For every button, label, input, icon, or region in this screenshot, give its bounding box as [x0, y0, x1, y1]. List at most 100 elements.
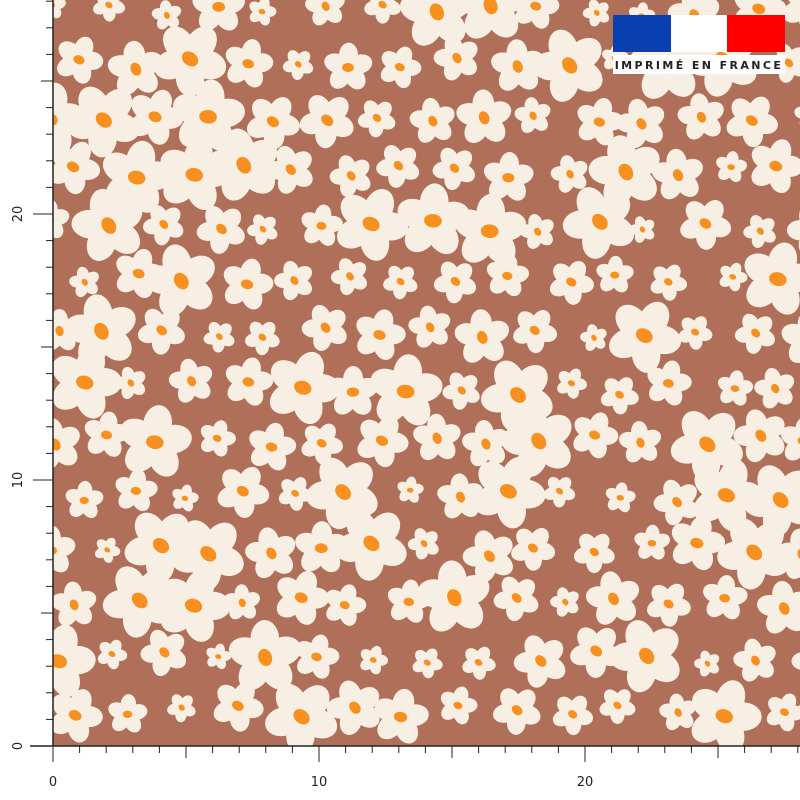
- petal: [587, 324, 598, 339]
- petal: [0, 333, 2, 361]
- flower: [356, 309, 406, 361]
- flower: [192, 0, 245, 31]
- flower-center: [285, 164, 296, 176]
- petal: [0, 540, 2, 564]
- flower-center: [73, 55, 85, 65]
- flower-center: [18, 59, 31, 72]
- flower-center: [567, 380, 576, 387]
- ruler-label: 10: [311, 775, 328, 790]
- flower-center: [181, 495, 189, 501]
- flower: [153, 26, 227, 97]
- flower: [399, 0, 472, 46]
- flower-center: [769, 272, 787, 287]
- flower: [408, 305, 451, 348]
- flower-center: [258, 333, 267, 341]
- flower-center: [163, 11, 170, 19]
- flower-center: [699, 218, 712, 229]
- flower: [53, 581, 97, 626]
- flower-center: [212, 434, 222, 442]
- flower: [511, 527, 556, 571]
- flower: [249, 0, 277, 26]
- flower: [693, 459, 764, 532]
- flower-center: [457, 386, 466, 395]
- flower-center: [258, 8, 266, 15]
- flower-center: [0, 116, 3, 132]
- flower-center: [240, 279, 254, 290]
- flower: [376, 145, 420, 188]
- flower-center: [511, 705, 523, 716]
- flower: [432, 147, 476, 191]
- flower: [324, 42, 373, 90]
- petal: [781, 323, 800, 346]
- petal: [0, 660, 9, 683]
- flower: [754, 367, 795, 409]
- petal: [121, 366, 135, 384]
- flower: [733, 638, 776, 682]
- petal: [53, 432, 56, 454]
- flower-center: [0, 329, 1, 343]
- flower-center: [181, 51, 199, 67]
- flower-center: [94, 322, 109, 340]
- petal: [0, 260, 29, 289]
- flower: [67, 86, 140, 158]
- petal: [253, 214, 266, 230]
- flower: [282, 50, 314, 81]
- flower-center: [294, 592, 308, 603]
- flower-center: [751, 328, 761, 338]
- flower: [678, 316, 713, 350]
- flower-center: [476, 330, 488, 344]
- petal: [0, 0, 13, 16]
- flower: [337, 188, 409, 261]
- petal: [0, 639, 8, 665]
- flower-center: [527, 543, 538, 553]
- flower-center: [474, 659, 483, 666]
- flower: [782, 0, 800, 33]
- flower: [357, 100, 396, 138]
- petal: [0, 524, 12, 556]
- flower-center: [593, 9, 600, 16]
- flower: [532, 29, 603, 102]
- flower-center: [662, 379, 674, 388]
- petal: [9, 88, 56, 132]
- petal: [250, 620, 280, 658]
- flower: [265, 683, 338, 746]
- flower-center: [778, 602, 790, 615]
- flower-center: [130, 62, 142, 76]
- badge: IMPRIMÉ EN FRANCE: [613, 15, 785, 74]
- petal: [276, 145, 297, 171]
- flower-center: [704, 660, 711, 667]
- flower: [65, 480, 104, 519]
- flower-center: [499, 484, 517, 499]
- petal: [560, 155, 576, 175]
- flower-center: [259, 225, 267, 233]
- flower-pattern: [0, 0, 800, 746]
- flower: [53, 418, 80, 470]
- flower: [743, 215, 776, 248]
- flower-center: [104, 547, 111, 553]
- flower-center: [562, 598, 569, 606]
- flower-center: [321, 1, 330, 12]
- flower-center: [238, 598, 246, 608]
- flower-center: [24, 173, 34, 181]
- petal: [20, 595, 41, 612]
- flower-center: [76, 375, 94, 390]
- flower-center: [373, 330, 386, 340]
- petal: [16, 602, 37, 625]
- flower: [671, 515, 726, 571]
- flower: [786, 204, 800, 256]
- flower: [327, 366, 379, 415]
- flower: [370, 354, 443, 426]
- flower-center: [215, 333, 223, 340]
- flower: [717, 370, 754, 406]
- flower-center: [17, 602, 26, 610]
- flower: [301, 204, 343, 246]
- petal: [470, 309, 493, 338]
- flower: [299, 95, 354, 149]
- flower-center: [173, 272, 189, 290]
- flower-center: [510, 387, 526, 403]
- flower-center: [378, 0, 387, 9]
- petal: [0, 221, 28, 267]
- flower: [609, 620, 680, 693]
- petal: [0, 530, 31, 563]
- petal: [700, 650, 711, 664]
